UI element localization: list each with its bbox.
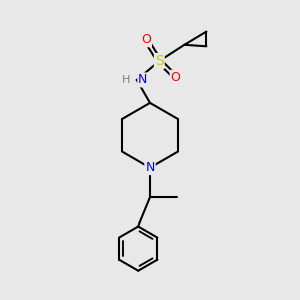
Text: N: N (138, 74, 148, 86)
Text: N: N (145, 161, 155, 174)
Text: S: S (155, 54, 164, 68)
Text: H: H (122, 75, 130, 85)
Text: O: O (171, 71, 180, 84)
Text: O: O (141, 33, 151, 46)
